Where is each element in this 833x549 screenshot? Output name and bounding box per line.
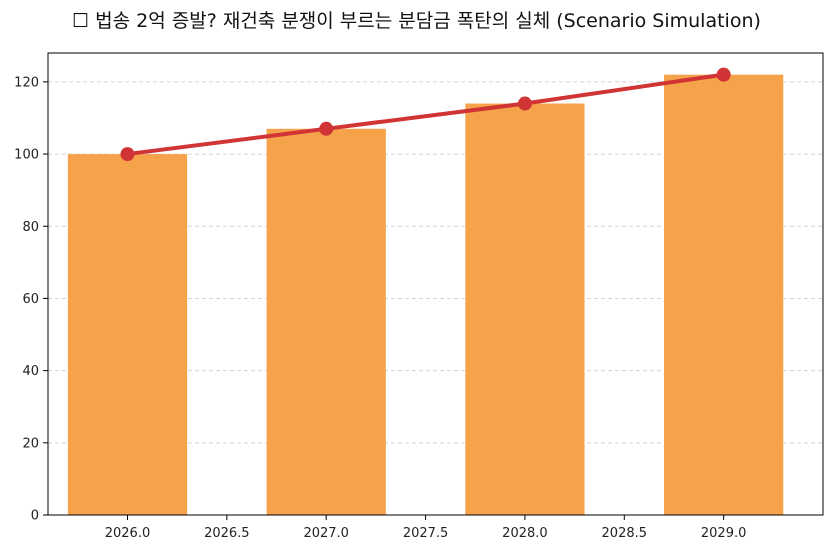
x-tick-label: 2027.0 — [303, 526, 349, 541]
x-tick-label: 2027.5 — [403, 526, 449, 541]
bar — [465, 103, 585, 515]
line-series — [120, 67, 731, 162]
y-tick-label: 20 — [22, 436, 39, 451]
y-tick-label: 80 — [22, 220, 39, 235]
plot-frame — [47, 52, 824, 516]
y-axis: 0 20 40 60 80 100 120 — [14, 75, 48, 524]
line-point — [716, 67, 731, 82]
x-tick-label: 2029.0 — [701, 526, 747, 541]
x-tick-label: 2028.5 — [602, 526, 648, 541]
x-tick-label: 2028.0 — [502, 526, 548, 541]
bar — [664, 74, 784, 515]
bar — [266, 128, 386, 515]
line-point — [319, 121, 334, 136]
y-tick-label: 40 — [22, 364, 39, 379]
bar-series — [67, 74, 784, 515]
x-axis: 2026.0 2026.5 2027.0 2027.5 2028.0 2028.5 2029… — [105, 515, 747, 541]
x-tick-label: 2026.0 — [105, 526, 151, 541]
y-tick-label: 60 — [22, 292, 39, 307]
y-tick-label: 100 — [14, 148, 39, 163]
x-tick-label: 2026.5 — [204, 526, 250, 541]
line-point — [120, 147, 135, 162]
bar — [67, 154, 188, 515]
y-tick-label: 120 — [14, 75, 39, 90]
series-line — [127, 72, 724, 157]
y-tick-label: 0 — [31, 509, 39, 524]
chart-title: ☐ 법송 2억 증발? 재건축 분쟁이 부르는 분담금 폭탄의 실체 (Scen… — [72, 10, 761, 32]
line-point — [517, 96, 532, 111]
